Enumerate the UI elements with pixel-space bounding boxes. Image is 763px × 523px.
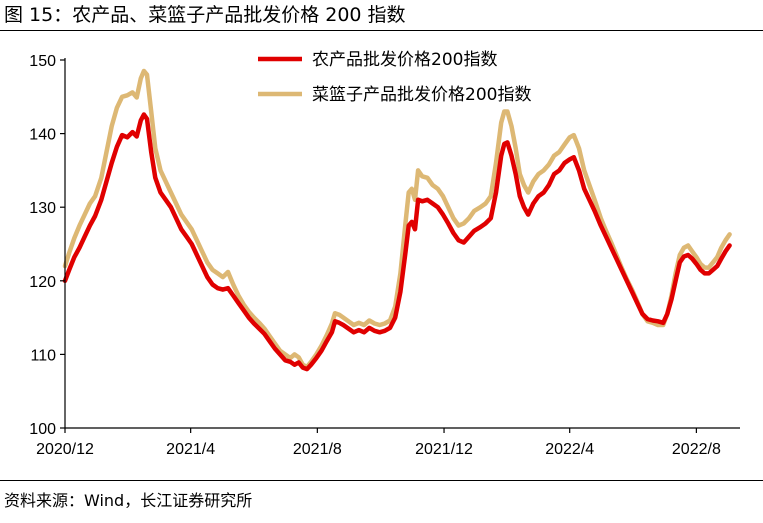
legend-label-2: 菜篮子产品批发价格200指数 — [312, 85, 531, 105]
line-chart: 100 110 120 130 140 150 2020/12 2021/4 2021/8 202… — [29, 50, 740, 458]
y-tick-label: 150 — [29, 53, 56, 70]
x-tick-label: 2020/12 — [36, 441, 94, 458]
x-tick-label: 2021/4 — [166, 441, 215, 458]
x-tick-label: 2022/8 — [672, 441, 721, 458]
figure-title: 图 15：农产品、菜篮子产品批发价格 200 指数 — [4, 4, 406, 26]
legend-label-1: 农产品批发价格200指数 — [312, 50, 497, 70]
y-tick-label: 130 — [29, 200, 56, 217]
title-divider — [0, 30, 763, 31]
x-tick-label: 2021/12 — [415, 441, 473, 458]
series-line-2 — [62, 68, 732, 370]
axes-layer: 100 110 120 130 140 150 2020/12 2021/4 2021/8 202… — [29, 53, 740, 458]
y-tick-label: 120 — [29, 274, 56, 291]
x-tick-label: 2021/8 — [293, 441, 342, 458]
source-note: 资料来源：Wind，长江证券研究所 — [4, 491, 253, 510]
x-tick-label: 2022/4 — [545, 441, 594, 458]
y-tick-label: 110 — [30, 347, 56, 364]
series-line-1 — [62, 112, 732, 372]
y-tick-label: 100 — [29, 421, 56, 438]
series-layer — [62, 68, 732, 372]
source-divider — [0, 480, 763, 481]
y-tick-label: 140 — [29, 127, 56, 144]
